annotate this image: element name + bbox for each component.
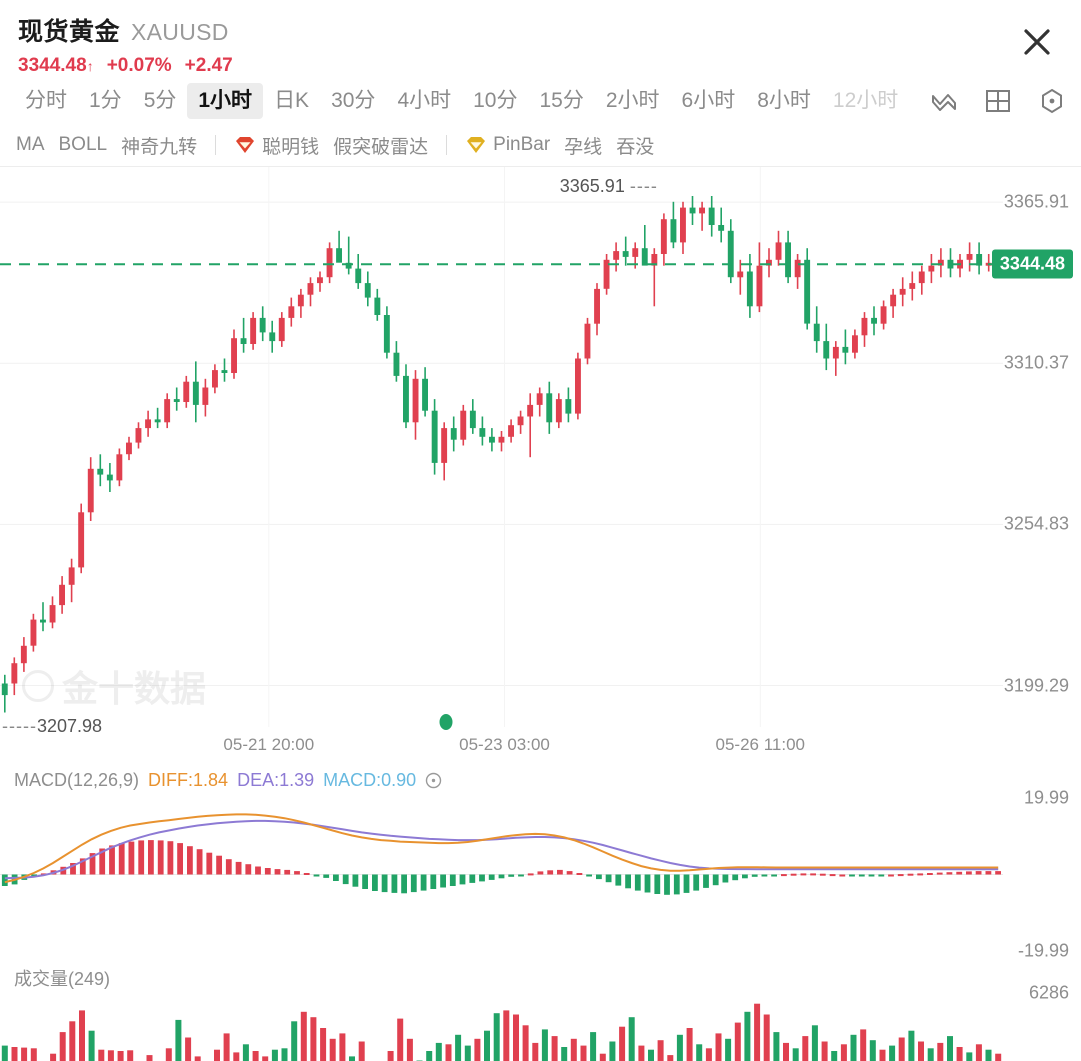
indicator-7[interactable]: PinBar	[465, 134, 550, 156]
indicator-label: 吞没	[616, 136, 655, 158]
indicator-2[interactable]: 神奇九转	[121, 132, 197, 159]
current-price-badge: 3344.48	[991, 249, 1073, 279]
indicator-1[interactable]: BOLL	[59, 134, 108, 156]
timeframe-tab-0[interactable]: 分时	[25, 88, 67, 112]
price-tick-3: 3199.29	[1003, 675, 1069, 696]
quote-header: 现货黄金 XAUUSD 3344.48↑ +0.07% +2.47	[0, 0, 1081, 78]
indicator-4[interactable]: 聪明钱	[234, 132, 319, 159]
indicator-0[interactable]: MA	[16, 134, 45, 156]
price-tick-1: 3310.37	[1003, 352, 1069, 373]
indicator-label: 假突破雷达	[333, 136, 429, 158]
macd-legend: MACD(12,26,9) DIFF:1.84 DEA:1.39 MACD:0.…	[14, 770, 442, 791]
macd-tick-1: -19.99	[1017, 940, 1069, 961]
indicator-label: MA	[16, 134, 45, 155]
change-percent: +0.07%	[106, 55, 172, 76]
indicator-separator	[215, 135, 217, 155]
indicator-9[interactable]: 吞没	[616, 132, 654, 159]
timeframe-tabbar[interactable]: 分时 1分 5分 1小时 日K 30分 4小时 10分 15分 2小时 6小时 8小时 12小时	[0, 78, 1081, 124]
chart-tool-icons	[929, 78, 1067, 124]
indicator-label: 神奇九转	[121, 136, 198, 158]
indicator-label: 聪明钱	[262, 136, 320, 158]
time-marker-dot	[439, 714, 453, 730]
target-icon[interactable]	[1037, 86, 1067, 116]
gear-icon[interactable]	[425, 772, 442, 789]
time-tick-0: 05-21 20:00	[223, 735, 315, 754]
indicator-bar[interactable]: MA BOLL 神奇九转 聪明钱 假突破雷达 PinBar 孕线 吞没	[0, 124, 1081, 166]
macd-tick-0: 19.99	[1023, 787, 1069, 808]
macd-dea-value: DEA:1.39	[237, 770, 315, 790]
high-price-label: 3365.91 ----	[560, 176, 658, 197]
timeframe-tab-2[interactable]: 5分	[143, 88, 177, 112]
low-price-label: -----3207.98	[2, 716, 102, 737]
indicator-label: BOLL	[58, 134, 108, 155]
quote-row: 3344.48↑ +0.07% +2.47	[18, 55, 1081, 77]
timeframe-tab-10[interactable]: 6小时	[681, 88, 736, 112]
timeframe-tab-11[interactable]: 8小时	[757, 88, 811, 112]
timeframe-tab-6[interactable]: 4小时	[397, 88, 452, 112]
indicator-label: 孕线	[564, 136, 603, 158]
timeframe-tab-5[interactable]: 30分	[331, 88, 376, 112]
timeframe-tab-12[interactable]: 12小时	[832, 88, 899, 112]
volume-title: 成交量(249)	[14, 969, 111, 989]
timeframe-tab-3[interactable]: 1小时	[187, 82, 264, 120]
high-price-value: 3365.91	[559, 176, 625, 196]
timeframe-tab-7[interactable]: 10分	[473, 88, 518, 112]
price-up-arrow-icon: ↑	[86, 58, 94, 74]
time-tick-2: 05-26 11:00	[715, 735, 806, 754]
indicator-8[interactable]: 孕线	[564, 132, 602, 159]
grid-icon[interactable]	[983, 86, 1013, 116]
symbol-title-row: 现货黄金 XAUUSD	[18, 12, 1081, 48]
volume-plot	[1, 1003, 1002, 1061]
close-icon[interactable]	[1015, 20, 1059, 64]
timeframe-tab-1[interactable]: 1分	[89, 88, 122, 112]
volume-pane[interactable]: 成交量(249) 6286	[0, 959, 1081, 1061]
indicator-separator	[446, 135, 448, 155]
gem-icon	[236, 137, 255, 153]
macd-diff-value: DIFF:1.84	[148, 770, 229, 790]
macd-params: MACD(12,26,9)	[14, 770, 140, 790]
price-chart-pane[interactable]: 金十数据 3365.91 3310.37 3254.83 3199.29 3344.48…	[0, 166, 1081, 736]
macd-value: MACD:0.90	[323, 770, 417, 790]
line-chart-icon[interactable]	[929, 86, 959, 116]
change-absolute: +2.47	[184, 55, 233, 76]
low-price-value: 3207.98	[36, 716, 103, 737]
last-price: 3344.48↑	[18, 55, 94, 76]
time-axis: 05-21 20:00 05-23 03:00 05-26 11:00	[0, 714, 1081, 764]
macd-pane[interactable]: MACD(12,26,9) DIFF:1.84 DEA:1.39 MACD:0.…	[0, 764, 1081, 961]
symbol-code: XAUUSD	[131, 19, 229, 45]
symbol-name: 现货黄金	[18, 18, 121, 46]
indicator-label: PinBar	[493, 134, 551, 155]
timeframe-tab-8[interactable]: 15分	[539, 88, 584, 112]
volume-legend: 成交量(249)	[14, 965, 110, 991]
indicator-5[interactable]: 假突破雷达	[333, 132, 428, 159]
gem-icon	[467, 137, 486, 153]
price-tick-0: 3365.91	[1003, 191, 1069, 212]
macd-plot	[0, 813, 1003, 895]
timeframe-tab-4[interactable]: 日K	[274, 88, 310, 112]
price-tick-2: 3254.83	[1003, 513, 1069, 534]
candlestick-plot	[0, 167, 1003, 727]
low-dash: -----	[2, 716, 37, 737]
timeframe-tab-9[interactable]: 2小时	[605, 88, 660, 112]
time-tick-1: 05-23 03:00	[459, 735, 550, 754]
high-dash: ----	[629, 176, 658, 196]
volume-tick-max: 6286	[1028, 982, 1069, 1003]
